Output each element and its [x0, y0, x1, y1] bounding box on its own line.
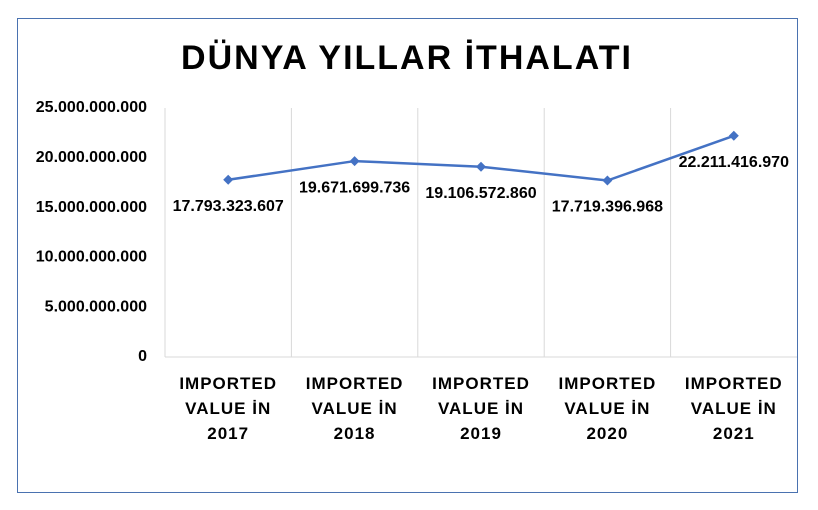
x-tick-label: IMPORTED VALUE İN 2019	[432, 374, 530, 443]
y-tick-label: 10.000.000.000	[36, 249, 147, 266]
x-tick-label: IMPORTED VALUE İN 2018	[305, 374, 404, 443]
marker	[349, 156, 360, 167]
y-tick-label: 15.000.000.000	[36, 199, 147, 216]
x-tick-label: IMPORTED VALUE İN 2020	[558, 374, 657, 443]
marker	[223, 174, 234, 185]
data-label: 17.719.396.968	[552, 199, 663, 216]
data-label: 19.671.699.736	[299, 179, 410, 196]
chart-title: DÜNYA YILLAR İTHALATI	[181, 39, 633, 77]
chart-frame	[17, 18, 798, 493]
marker	[476, 161, 486, 172]
y-tick-label: 0	[138, 348, 147, 365]
x-tick-label: IMPORTED VALUE İN 2021	[684, 374, 783, 443]
data-label: 19.106.572.860	[425, 185, 536, 202]
x-tick-label: IMPORTED VALUE İN 2017	[179, 374, 278, 443]
data-label: 17.793.323.607	[173, 198, 284, 215]
y-tick-label: 20.000.000.000	[36, 149, 147, 166]
y-tick-label: 25.000.000.000	[36, 99, 147, 116]
data-label: 22.211.416.970	[679, 154, 789, 171]
marker	[602, 175, 613, 186]
y-tick-label: 5.000.000.000	[45, 298, 147, 315]
marker	[728, 130, 739, 141]
